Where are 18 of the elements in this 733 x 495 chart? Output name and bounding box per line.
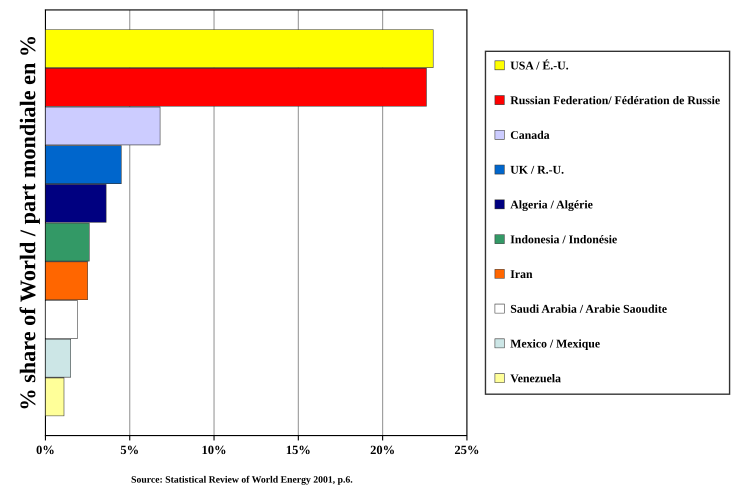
legend-label: Canada (510, 130, 550, 140)
x-tick-label: 5% (120, 446, 138, 454)
legend-label: Saudi Arabia / Arabie Saoudite (510, 304, 667, 313)
x-tick-label: 15% (286, 446, 310, 454)
legend-label: USA / É.-U. (510, 59, 568, 70)
legend-label: Algeria / Algérie (510, 200, 593, 211)
legend-label: Iran (510, 270, 532, 278)
x-tick-label: 0% (36, 446, 54, 454)
legend-label: UK / R.-U. (510, 166, 564, 174)
legend-label: Venezuela (510, 374, 561, 382)
x-tick-label: 20% (370, 446, 394, 454)
source-note: Source: Statistical Review of World Energy 2001, p.6. (132, 476, 352, 485)
x-tick-label: 25% (454, 446, 478, 454)
legend-label: Mexico / Mexique (510, 339, 600, 350)
x-tick-label: 10% (202, 446, 226, 454)
legend-label: Russian Federation/ Fédération de Russie (510, 96, 720, 104)
y-axis-title: % share of World / part mondiale en % (20, 36, 40, 408)
legend-label: Indonesia / Indonésie (510, 235, 617, 244)
